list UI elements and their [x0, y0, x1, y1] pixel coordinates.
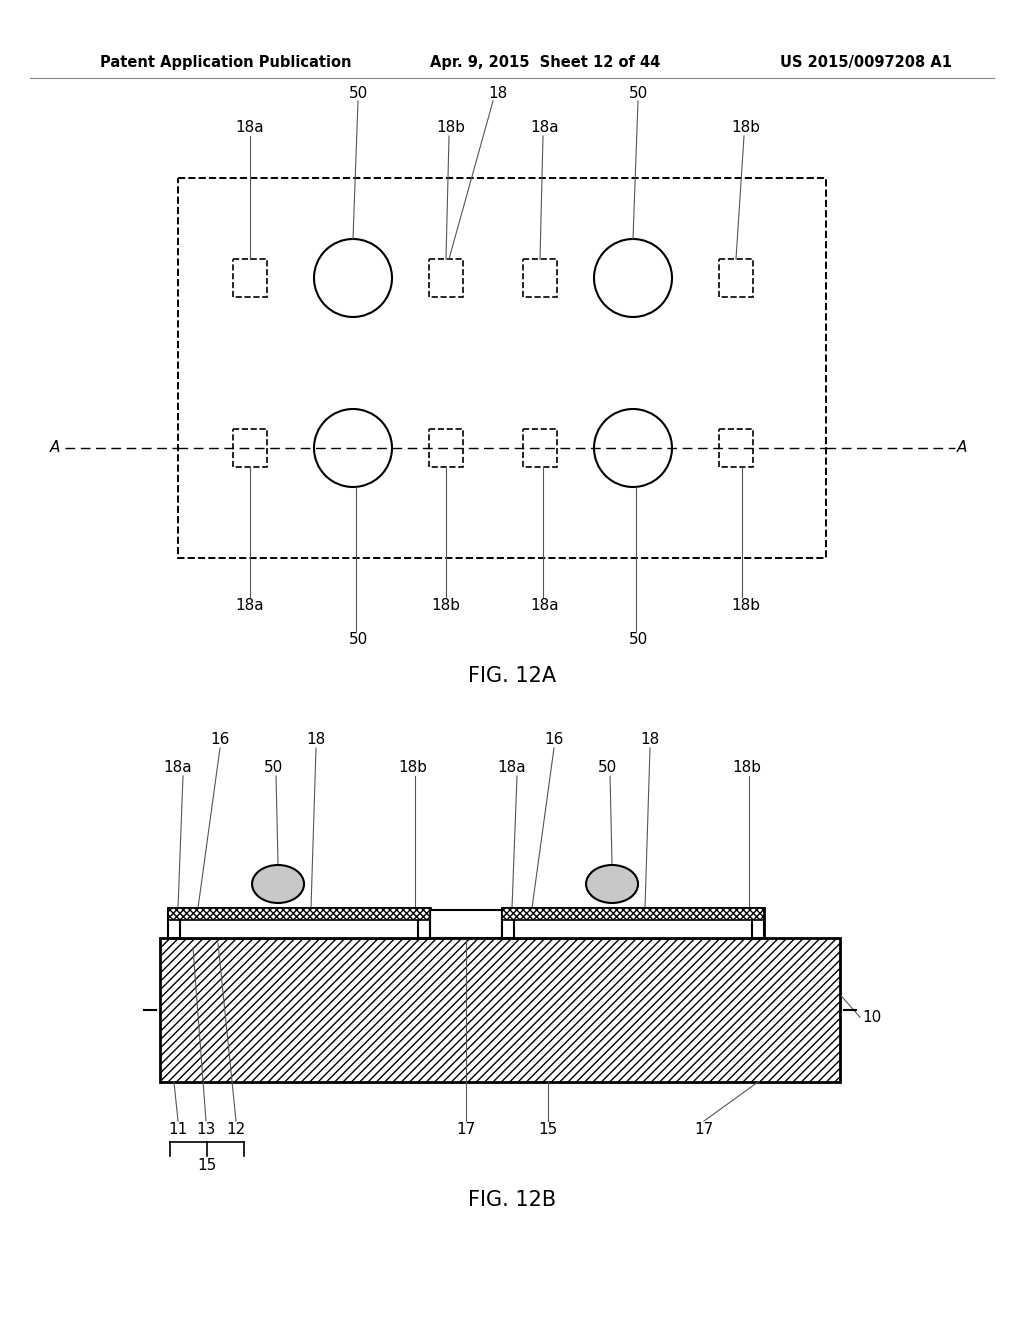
Text: 50: 50 — [348, 632, 368, 648]
Bar — [233, 259, 267, 297]
Text: 17: 17 — [457, 1122, 475, 1138]
Bar — [168, 908, 430, 939]
Bar — [502, 908, 764, 920]
Text: 18a: 18a — [236, 120, 264, 136]
Text: 18a: 18a — [236, 598, 264, 614]
Text: Apr. 9, 2015  Sheet 12 of 44: Apr. 9, 2015 Sheet 12 of 44 — [430, 54, 660, 70]
Ellipse shape — [586, 865, 638, 903]
Bar — [168, 913, 180, 939]
Text: 16: 16 — [545, 733, 563, 747]
Text: 12: 12 — [226, 1122, 246, 1138]
Text: 50: 50 — [629, 632, 647, 648]
Text: 18b: 18b — [731, 598, 761, 614]
Text: 50: 50 — [263, 760, 283, 776]
Text: 10: 10 — [862, 1010, 882, 1024]
Text: A: A — [50, 441, 60, 455]
Text: 18a: 18a — [164, 760, 193, 776]
Text: 50: 50 — [348, 86, 368, 100]
Text: 18: 18 — [488, 86, 508, 100]
Text: US 2015/0097208 A1: US 2015/0097208 A1 — [780, 54, 952, 70]
Text: 18b: 18b — [732, 760, 762, 776]
Text: 18b: 18b — [398, 760, 427, 776]
Text: 15: 15 — [198, 1158, 217, 1172]
Text: A: A — [956, 441, 968, 455]
Text: 18a: 18a — [498, 760, 526, 776]
Ellipse shape — [252, 865, 304, 903]
Bar — [752, 913, 764, 939]
Bar — [430, 909, 502, 939]
Text: 50: 50 — [629, 86, 647, 100]
Text: 11: 11 — [168, 1122, 187, 1138]
Text: 18b: 18b — [731, 120, 761, 136]
Bar — [502, 908, 764, 939]
Bar — [719, 429, 753, 467]
Text: Patent Application Publication: Patent Application Publication — [100, 54, 351, 70]
Bar — [418, 913, 430, 939]
Text: 50: 50 — [597, 760, 616, 776]
Text: 18: 18 — [640, 733, 659, 747]
Text: 18: 18 — [306, 733, 326, 747]
Text: 17: 17 — [694, 1122, 714, 1138]
Text: 13: 13 — [197, 1122, 216, 1138]
Bar — [160, 939, 840, 1082]
Text: 18a: 18a — [530, 120, 559, 136]
Bar — [429, 259, 463, 297]
Bar — [233, 429, 267, 467]
Bar — [523, 429, 557, 467]
Bar — [523, 259, 557, 297]
Bar — [502, 913, 514, 939]
Text: 18b: 18b — [431, 598, 461, 614]
Text: FIG. 12B: FIG. 12B — [468, 1191, 556, 1210]
Bar — [719, 259, 753, 297]
Text: 16: 16 — [210, 733, 229, 747]
Bar — [168, 908, 430, 920]
Text: 15: 15 — [538, 1122, 557, 1138]
Text: FIG. 12A: FIG. 12A — [468, 667, 556, 686]
Bar — [178, 178, 826, 558]
Text: 18a: 18a — [530, 598, 559, 614]
Text: 18b: 18b — [436, 120, 466, 136]
Bar — [429, 429, 463, 467]
